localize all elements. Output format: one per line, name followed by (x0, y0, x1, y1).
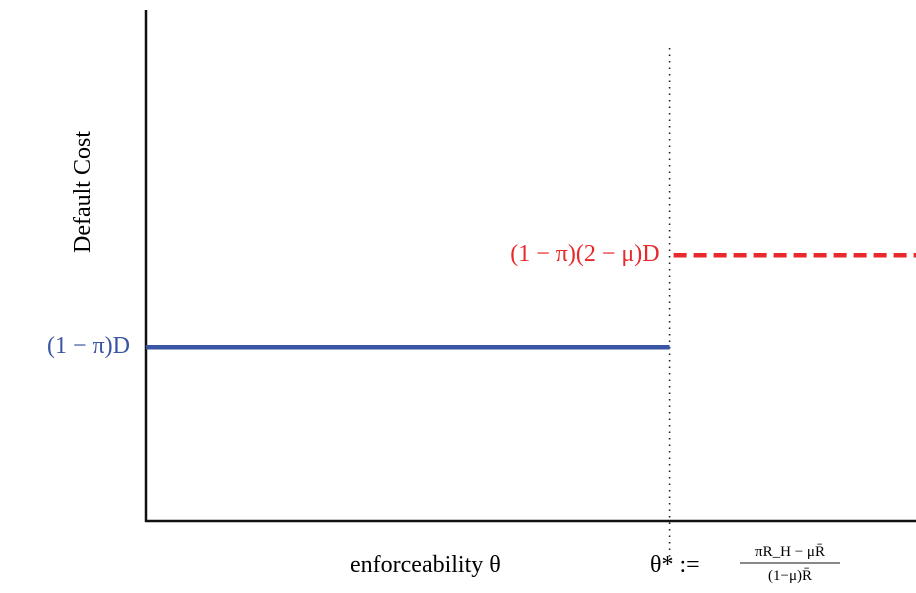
y-axis-label: Default Cost (70, 131, 96, 253)
series-label-high: (1 − π)(2 − μ)D (510, 241, 659, 267)
threshold-numerator: πR_H − μR̄ (755, 544, 825, 560)
series-label-low: (1 − π)D (47, 333, 130, 359)
threshold-denominator: (1−μ)R̄ (768, 568, 812, 584)
threshold-label: θ* := (650, 552, 700, 578)
x-axis-label: enforceability θ (350, 552, 501, 578)
